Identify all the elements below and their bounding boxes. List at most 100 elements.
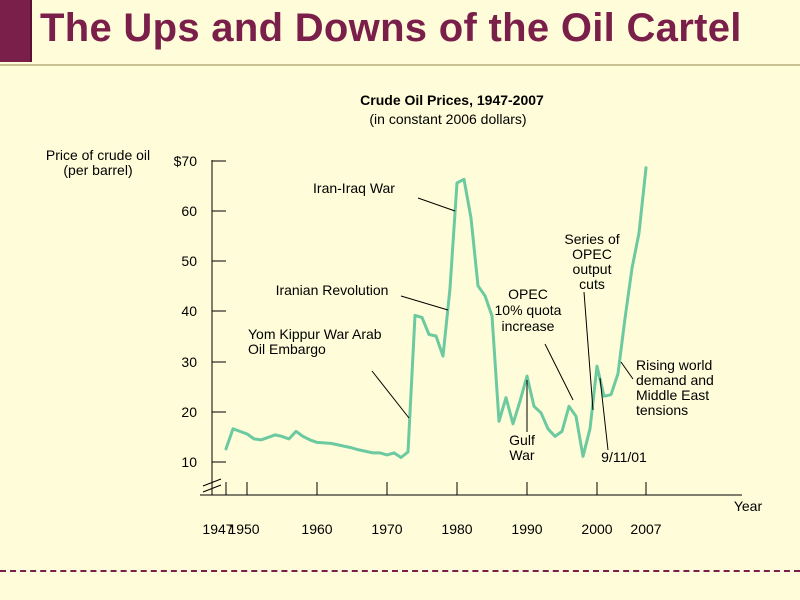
price-data-point [399, 456, 403, 459]
price-data-point [609, 393, 613, 396]
x-tick-label: 1960 [301, 521, 332, 537]
x-axis-title: Year [734, 498, 763, 514]
price-data-point [308, 438, 312, 442]
bottom-dashed-divider [0, 570, 800, 572]
annotation-label-line: Yom Kippur War Arab [248, 326, 382, 342]
price-data-point [546, 427, 550, 430]
price-data-point [406, 450, 410, 454]
annotation-leader-line [371, 370, 410, 419]
annotation-label: Iranian Revolution [276, 282, 389, 298]
price-data-point [455, 181, 459, 185]
price-data-point [434, 334, 438, 338]
annotation-label: Gulf War [509, 432, 535, 463]
annotation-label-line: Oil Embargo [248, 341, 326, 357]
annotation-leader-lines [371, 197, 634, 451]
price-data-point [490, 314, 494, 318]
annotation-label-line: increase [502, 318, 555, 334]
annotation-leader-line [417, 197, 456, 212]
y-axis-title: Price of crude oil (per barrel) [46, 147, 150, 178]
y-tick-label: 40 [181, 303, 197, 319]
price-data-point [623, 317, 627, 320]
page-title: The Ups and Downs of the Oil Cartel [40, 6, 742, 50]
price-data-point [462, 178, 466, 181]
y-axis-title-line-1: Price of crude oil [46, 147, 150, 163]
x-tick-label: 1990 [511, 521, 542, 537]
price-data-point [371, 451, 375, 455]
price-data-point [294, 430, 298, 433]
price-data-point [637, 231, 641, 235]
annotation-label-line: Series of [564, 231, 619, 247]
x-tick-label: 2007 [630, 521, 661, 537]
price-data-point [357, 448, 361, 452]
annotation-label: Yom Kippur War Arab Oil Embargo [248, 326, 382, 357]
annotation-label-line: 10% quota [495, 302, 562, 318]
price-data-point [224, 447, 228, 451]
price-data-point [469, 216, 473, 220]
price-data-point [630, 267, 634, 270]
annotation-label: Series of OPEC output cuts [564, 231, 619, 292]
x-tick-label: 1950 [228, 521, 259, 537]
y-tick-label: 30 [181, 354, 197, 370]
price-data-point [616, 372, 620, 375]
price-data-point [441, 354, 445, 358]
annotation-leader-line [400, 295, 449, 311]
chart-titles: Crude Oil Prices, 1947-2007 (in constant… [360, 92, 544, 127]
annotation-label-line: Gulf [509, 432, 535, 448]
x-tick-label: 1970 [371, 521, 402, 537]
annotation-label-line: OPEC [508, 286, 548, 302]
price-data-point [301, 435, 305, 438]
annotation-label-line: cuts [579, 276, 605, 292]
price-data-point [595, 364, 599, 368]
price-data-point [497, 420, 501, 423]
price-data-point [343, 445, 347, 448]
price-data-point [350, 446, 354, 450]
price-data-point [378, 451, 382, 455]
price-data-point [483, 294, 487, 297]
y-tick-label: $70 [174, 153, 198, 169]
price-data-point [315, 441, 319, 444]
price-data-point [518, 400, 522, 403]
annotation-label-line: Iranian Revolution [276, 282, 389, 298]
annotation-label-line: 9/11/01 [601, 449, 647, 465]
price-data-point [329, 442, 333, 445]
price-data-point [532, 405, 536, 408]
price-data-point [385, 453, 389, 457]
x-tick-label: 2000 [581, 521, 612, 537]
chart-series [224, 166, 648, 459]
y-tick-label: 20 [181, 404, 197, 420]
annotation-leader-line [620, 361, 634, 380]
price-data-point [560, 430, 564, 433]
axis-break-mark-1 [202, 478, 222, 487]
annotation-label-line: Rising world [636, 357, 712, 373]
x-tick-label: 1980 [441, 521, 472, 537]
price-data-point [392, 451, 396, 455]
price-data-point [273, 433, 277, 437]
annotation-label-line: demand and [636, 372, 714, 388]
axis-break-mark-2 [202, 484, 222, 493]
annotation-label-line: output [573, 261, 612, 277]
title-divider [0, 64, 800, 66]
y-axis-title-line-2: (per barrel) [63, 162, 132, 178]
price-data-point [336, 443, 340, 447]
annotation-leader-line [544, 343, 574, 401]
price-data-point [476, 284, 480, 287]
annotation-label-line: Middle East [636, 387, 709, 403]
y-tick-label: 60 [181, 203, 197, 219]
chart-subtitle: (in constant 2006 dollars) [369, 111, 526, 127]
annotation-label: 9/11/01 [601, 449, 647, 465]
price-data-point [504, 396, 508, 399]
price-data-point [525, 374, 529, 378]
annotation-label-line: Iran-Iraq War [313, 180, 395, 196]
price-data-point [420, 316, 424, 319]
price-data-point [322, 441, 326, 445]
annotation-leader-line [599, 377, 609, 451]
annotation-label-line: War [509, 447, 534, 463]
price-data-point [259, 438, 263, 442]
x-tick-label: 1947 [202, 521, 233, 537]
annotation-label: OPEC 10% quota increase [495, 286, 562, 334]
y-axis-ticks: $70 60 50 40 30 20 10 [174, 153, 226, 470]
price-data-point [231, 427, 235, 430]
price-data-point [511, 422, 515, 425]
